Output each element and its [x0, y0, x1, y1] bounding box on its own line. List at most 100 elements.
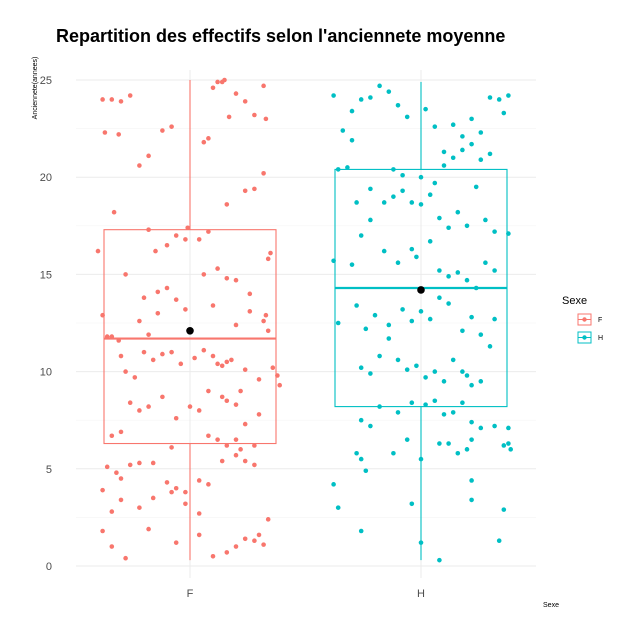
data-point [150, 357, 156, 363]
data-point [132, 375, 138, 380]
data-point [173, 297, 179, 302]
data-point [395, 102, 401, 108]
data-point [219, 363, 225, 369]
data-point [437, 557, 442, 563]
data-point [469, 314, 474, 320]
data-point [409, 400, 415, 406]
data-point [349, 108, 355, 114]
data-point [460, 400, 465, 406]
data-point [414, 254, 419, 260]
data-point [409, 200, 415, 205]
data-point [224, 202, 230, 207]
data-point [252, 538, 257, 544]
data-point [261, 171, 266, 176]
data-point [169, 489, 174, 495]
data-point [206, 388, 211, 394]
data-point [501, 443, 507, 448]
data-point [114, 470, 119, 475]
data-point [368, 95, 373, 100]
data-point [123, 555, 128, 561]
data-point [395, 410, 401, 415]
data-point [358, 417, 364, 423]
data-point [146, 332, 151, 337]
data-point [224, 550, 230, 555]
data-point [183, 501, 188, 507]
data-point [263, 312, 269, 318]
data-point [354, 200, 359, 205]
data-point [233, 402, 239, 407]
data-point [478, 379, 484, 384]
data-point [358, 456, 364, 462]
data-point [395, 260, 401, 266]
data-point [141, 295, 147, 301]
data-point [492, 268, 497, 273]
data-point [372, 312, 378, 318]
data-point [118, 99, 124, 104]
data-point [265, 328, 271, 334]
data-point [386, 336, 392, 341]
data-point [354, 303, 359, 308]
data-point [150, 495, 156, 501]
y-tick-label: 15 [40, 269, 52, 281]
data-point [349, 137, 355, 143]
data-point [487, 95, 493, 100]
data-point [446, 441, 451, 446]
data-point [242, 536, 248, 542]
data-point [441, 163, 447, 168]
data-point [368, 186, 373, 192]
data-point [418, 309, 424, 314]
data-point [501, 507, 507, 512]
data-point [501, 110, 507, 116]
data-point [155, 310, 161, 316]
data-point [368, 423, 373, 429]
data-point [102, 130, 108, 135]
data-point [215, 437, 220, 442]
y-tick-label: 5 [46, 464, 52, 476]
data-point [469, 437, 474, 442]
data-point [423, 402, 428, 407]
data-point [460, 134, 465, 139]
data-point [377, 83, 382, 89]
data-point [196, 532, 202, 538]
x-tick-label: H [417, 588, 425, 600]
data-point [331, 482, 336, 487]
data-point [265, 256, 271, 262]
data-point [169, 445, 174, 450]
data-point [196, 478, 202, 483]
data-point [95, 248, 101, 254]
data-point [418, 174, 424, 180]
data-point [229, 357, 234, 363]
data-point [268, 250, 273, 256]
data-point [409, 501, 415, 507]
data-point [483, 217, 488, 223]
data-point [210, 85, 216, 91]
data-point [437, 215, 442, 221]
jitter-points [95, 77, 513, 563]
data-point [222, 77, 227, 83]
data-point [137, 460, 142, 466]
data-point [349, 262, 355, 267]
data-point [146, 153, 151, 159]
data-point [460, 147, 465, 153]
data-point [358, 233, 364, 238]
data-point [206, 482, 211, 487]
data-point [261, 318, 266, 324]
data-point [233, 544, 239, 549]
data-point [473, 184, 479, 190]
data-point [363, 326, 369, 332]
data-point [404, 437, 410, 442]
data-point [381, 200, 387, 205]
data-point [478, 157, 484, 163]
data-point [252, 186, 257, 192]
data-point [455, 450, 461, 456]
data-point [192, 355, 197, 361]
data-point [464, 277, 470, 283]
data-point [256, 532, 262, 538]
data-point [423, 375, 428, 380]
data-point [265, 517, 271, 522]
legend: Sexe F H [562, 295, 603, 344]
data-point [423, 106, 428, 112]
data-point [469, 419, 474, 425]
data-point [164, 480, 170, 485]
data-point [247, 309, 253, 314]
